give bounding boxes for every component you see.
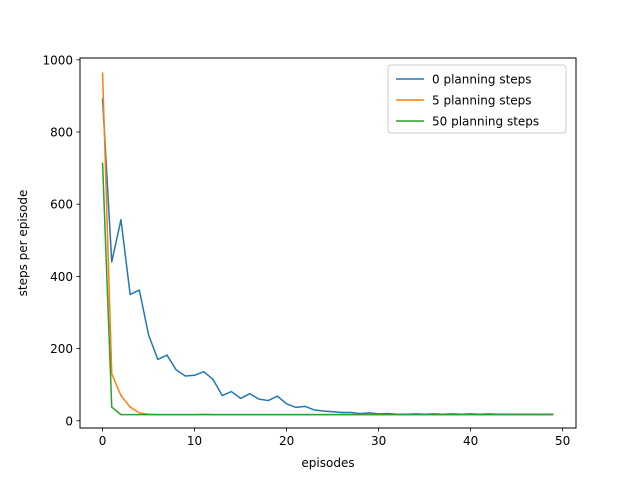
y-tick-label: 1000 xyxy=(42,53,73,67)
y-tick-label: 200 xyxy=(50,342,73,356)
x-tick-label: 30 xyxy=(371,434,386,448)
legend-label-1: 5 planning steps xyxy=(432,94,532,108)
legend-label-0: 0 planning steps xyxy=(432,73,532,87)
x-tick-label: 40 xyxy=(463,434,478,448)
y-tick-label: 0 xyxy=(65,414,73,428)
legend-box xyxy=(387,64,567,134)
legend-label-2: 50 planning steps xyxy=(432,115,539,129)
x-axis: 0 10 20 30 40 50 xyxy=(99,428,570,448)
x-tick-label: 20 xyxy=(279,434,294,448)
x-tick-label: 10 xyxy=(187,434,202,448)
plot-frame xyxy=(79,57,577,429)
x-tick-label: 0 xyxy=(99,434,107,448)
series-line-2 xyxy=(101,162,554,416)
plot-lines xyxy=(101,72,554,416)
legend: 0 planning steps 5 planning steps 50 plann… xyxy=(387,64,567,134)
series-line-0 xyxy=(101,98,554,416)
y-tick-label: 600 xyxy=(50,198,73,212)
x-tick-label: 50 xyxy=(555,434,570,448)
x-axis-label: episodes xyxy=(301,456,354,470)
y-tick-label: 800 xyxy=(50,126,73,140)
y-axis-label: steps per episode xyxy=(16,190,30,297)
y-tick-label: 400 xyxy=(50,270,73,284)
y-axis: 0 200 400 600 800 1000 xyxy=(42,53,80,428)
